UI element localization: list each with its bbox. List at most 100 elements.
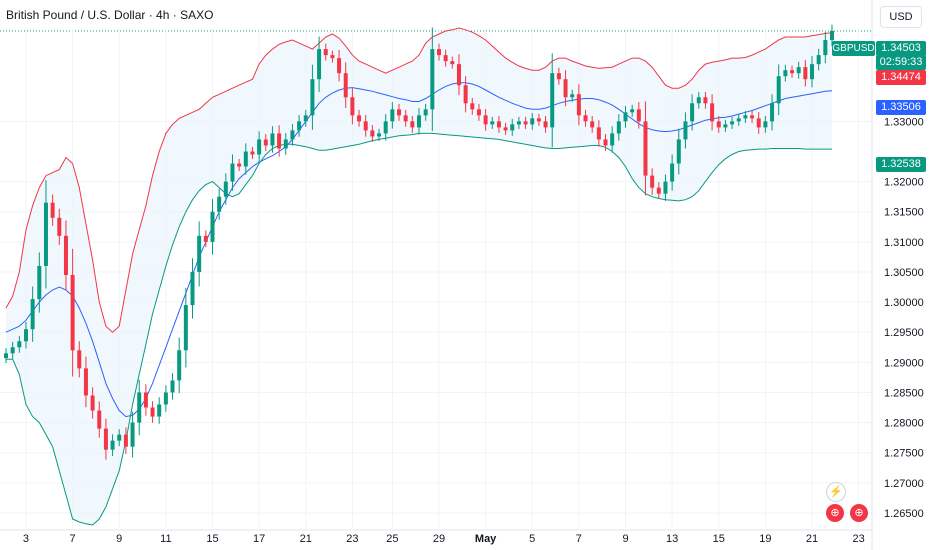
candle-body [630, 109, 635, 113]
candle-body [816, 55, 821, 65]
candle-body [430, 49, 435, 110]
candle-body [636, 109, 641, 122]
candle-body [23, 329, 28, 342]
x-tick-label: 7 [70, 533, 76, 545]
candle-body [710, 103, 715, 122]
candle-body [796, 67, 801, 74]
candle-body [756, 118, 761, 128]
basis-tag: 1.33506 [876, 100, 926, 115]
candle-body [323, 49, 328, 56]
candle-body [203, 235, 208, 242]
candle-body [90, 395, 95, 411]
candle-body [616, 121, 621, 134]
candle-body [350, 97, 355, 116]
candle-body [510, 124, 515, 131]
candle-body [663, 181, 668, 194]
lightning-icon[interactable]: ⚡ [826, 482, 846, 502]
x-tick-label: 23 [853, 533, 865, 545]
band-fill [6, 28, 832, 525]
candle-body [237, 163, 242, 167]
x-tick-label: 29 [433, 533, 445, 545]
candle-body [790, 70, 795, 74]
candle-body [676, 139, 681, 164]
candle-body [103, 428, 108, 450]
candle-body [556, 73, 561, 80]
candle-body [10, 347, 15, 354]
x-tick-label: May [475, 533, 497, 545]
candle-body [550, 73, 555, 128]
candle-body [803, 67, 808, 80]
candle-body [830, 31, 834, 41]
candle-body [57, 217, 62, 236]
candle-body [810, 64, 815, 80]
candle-body [177, 350, 182, 381]
basis-line [5, 82, 833, 418]
candle-body [823, 40, 828, 56]
y-tick-label: 1.27500 [884, 448, 924, 460]
candle-body [210, 211, 215, 242]
candles [4, 24, 834, 460]
candle-body [130, 422, 135, 447]
candle-body [370, 130, 375, 137]
candle-body [4, 353, 8, 359]
candle-body [170, 380, 175, 393]
x-tick-label: 17 [253, 533, 265, 545]
candle-body [137, 392, 142, 423]
candle-body [163, 392, 168, 405]
candle-body [536, 118, 541, 122]
candle-body [377, 133, 382, 137]
candle-body [297, 121, 302, 131]
candle-body [143, 392, 148, 408]
candle-body [490, 121, 495, 125]
upper-band-tag: 1.34474 [876, 70, 926, 85]
x-tick-label: 25 [386, 533, 398, 545]
y-tick-label: 1.28000 [884, 418, 924, 430]
candle-body [523, 121, 528, 125]
candle-body [776, 76, 781, 104]
candle-body [330, 55, 335, 59]
candle-body [277, 133, 282, 149]
candle-body [110, 440, 115, 450]
candle-body [603, 139, 608, 146]
candle-body [417, 115, 421, 128]
x-tick-label: 13 [666, 533, 678, 545]
candle-body [683, 121, 688, 140]
candle-body [670, 163, 675, 182]
candle-body [317, 49, 322, 80]
candle-body [83, 368, 88, 396]
candle-body [197, 235, 202, 272]
chart-title: British Pound / U.S. Dollar · 4h · SAXO [6, 8, 214, 22]
candle-body [77, 350, 82, 369]
symbol-tag: GBPUSD [832, 41, 875, 56]
candle-body [190, 271, 195, 306]
y-tick-label: 1.29000 [884, 357, 924, 369]
x-tick-label: 15 [713, 533, 725, 545]
countdown-tag: 02:59:33 [876, 55, 926, 70]
candle-body [243, 151, 248, 167]
y-tick-label: 1.28500 [884, 387, 924, 399]
candle-body [763, 121, 768, 128]
candle-body [650, 175, 655, 188]
candle-body [423, 109, 428, 116]
candle-body [63, 235, 68, 275]
currency-button[interactable]: USD [880, 6, 922, 28]
x-tick-label: 15 [206, 533, 218, 545]
x-tick-label: 23 [346, 533, 358, 545]
candle-body [736, 118, 741, 122]
last-price-tag: 1.34503 [876, 41, 926, 56]
candle-body [496, 121, 501, 128]
candle-body [183, 305, 188, 351]
x-tick-label: 21 [300, 533, 312, 545]
candle-body [223, 181, 228, 197]
candle-body [217, 196, 222, 212]
candle-body [290, 130, 295, 140]
x-tick-label: 9 [622, 533, 628, 545]
uk-flag-icon-2[interactable]: ⊕ [850, 504, 868, 522]
candle-body [696, 97, 701, 104]
y-tick-label: 1.33000 [884, 116, 924, 128]
candle-body [410, 121, 415, 128]
candle-body [436, 49, 441, 56]
candle-body [623, 112, 628, 122]
uk-flag-icon[interactable]: ⊕ [826, 504, 844, 522]
